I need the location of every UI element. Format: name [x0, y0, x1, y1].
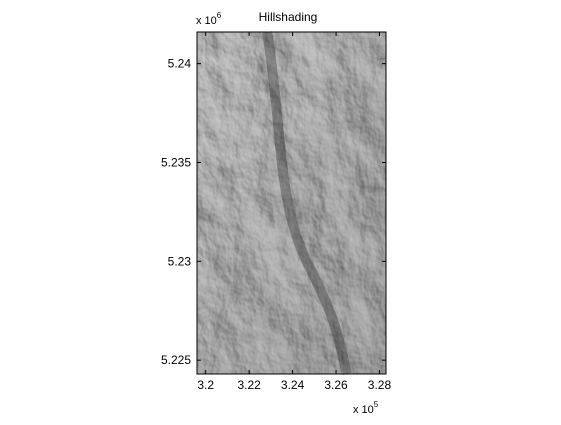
x-axis: 3.2 3.22 3.24 3.26 3.28	[197, 32, 391, 392]
x-axis-multiplier: x 105	[353, 400, 379, 416]
x-tick-label: 3.2	[197, 378, 214, 392]
y-axis: 5.225 5.23 5.235 5.24	[161, 57, 386, 367]
x-tick-label: 3.24	[281, 378, 305, 392]
axes-frame	[196, 31, 387, 375]
x-tick-label: 3.26	[324, 378, 348, 392]
hillshade-image	[197, 31, 386, 376]
y-tick-label: 5.225	[161, 353, 191, 367]
y-tick-label: 5.235	[161, 155, 191, 169]
y-axis-multiplier: x 106	[196, 11, 222, 27]
x-tick-label: 3.28	[368, 378, 392, 392]
x-tick-label: 3.22	[237, 378, 261, 392]
y-tick-label: 5.24	[168, 57, 192, 71]
y-tick-label: 5.23	[168, 254, 192, 268]
chart-title: Hillshading	[259, 10, 318, 24]
relief-tone	[197, 32, 386, 374]
